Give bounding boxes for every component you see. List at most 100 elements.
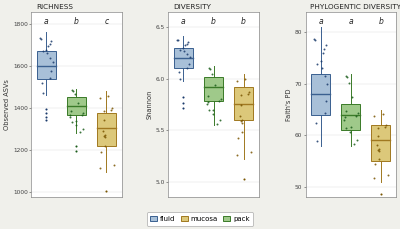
Point bbox=[354, 138, 360, 142]
Point bbox=[47, 42, 53, 45]
Point bbox=[73, 120, 80, 123]
Bar bbox=[67, 97, 86, 115]
Point bbox=[234, 79, 240, 83]
Point bbox=[239, 130, 245, 134]
Bar bbox=[371, 125, 390, 161]
Y-axis label: Faith's PD: Faith's PD bbox=[286, 88, 292, 121]
Point bbox=[238, 103, 244, 106]
Text: DIVERSITY: DIVERSITY bbox=[173, 4, 211, 10]
Point bbox=[207, 67, 213, 71]
Point bbox=[47, 56, 54, 60]
Point bbox=[102, 144, 108, 148]
Text: a: a bbox=[44, 17, 49, 27]
Point bbox=[319, 51, 326, 55]
Point bbox=[72, 123, 79, 126]
Point bbox=[342, 115, 348, 119]
Text: a: a bbox=[318, 17, 323, 27]
Point bbox=[245, 93, 251, 96]
Point bbox=[181, 49, 188, 53]
Point bbox=[48, 69, 55, 73]
Text: b: b bbox=[74, 17, 79, 27]
Point bbox=[108, 106, 115, 110]
Point bbox=[321, 47, 328, 51]
Y-axis label: Observed ASVs: Observed ASVs bbox=[4, 79, 10, 130]
Point bbox=[376, 157, 382, 161]
Point bbox=[346, 81, 352, 85]
Point bbox=[67, 115, 73, 119]
Point bbox=[312, 38, 318, 42]
Point bbox=[323, 99, 329, 103]
Point bbox=[344, 75, 350, 79]
Point bbox=[343, 126, 349, 130]
Point bbox=[105, 94, 112, 98]
Text: b: b bbox=[378, 17, 383, 27]
Point bbox=[313, 121, 319, 125]
Point bbox=[206, 109, 212, 112]
Point bbox=[380, 112, 386, 116]
Bar bbox=[174, 48, 193, 68]
Point bbox=[214, 122, 220, 126]
Point bbox=[43, 48, 50, 52]
Bar bbox=[311, 74, 330, 115]
Bar bbox=[97, 113, 116, 147]
Point bbox=[68, 109, 74, 113]
Text: PHYLOGENTIC DIVERSITY: PHYLOGENTIC DIVERSITY bbox=[310, 4, 400, 10]
Point bbox=[36, 37, 43, 40]
Point bbox=[108, 109, 114, 112]
Point bbox=[375, 134, 382, 138]
Point bbox=[246, 90, 252, 94]
Point bbox=[371, 114, 378, 118]
Text: a: a bbox=[348, 17, 353, 27]
Point bbox=[68, 120, 75, 124]
Point bbox=[375, 148, 381, 152]
Y-axis label: Shannon: Shannon bbox=[147, 90, 153, 119]
Point bbox=[238, 118, 245, 122]
Point bbox=[342, 109, 349, 112]
Point bbox=[318, 66, 325, 70]
Point bbox=[353, 114, 360, 118]
Point bbox=[317, 59, 324, 63]
Point bbox=[372, 162, 378, 165]
Point bbox=[67, 114, 74, 117]
Point bbox=[96, 166, 103, 170]
Point bbox=[184, 42, 190, 46]
Point bbox=[374, 143, 380, 147]
Point bbox=[205, 95, 212, 98]
Point bbox=[242, 77, 249, 81]
Point bbox=[204, 100, 211, 104]
Point bbox=[239, 121, 245, 124]
Point bbox=[45, 44, 52, 47]
Point bbox=[39, 91, 46, 95]
Point bbox=[234, 153, 240, 157]
Point bbox=[69, 88, 75, 92]
Point bbox=[216, 99, 222, 103]
Point bbox=[206, 67, 212, 70]
Point bbox=[347, 130, 353, 134]
Bar bbox=[37, 51, 56, 79]
Point bbox=[80, 128, 86, 131]
Text: b: b bbox=[211, 17, 216, 27]
Point bbox=[184, 67, 190, 70]
Point bbox=[349, 95, 356, 98]
Bar bbox=[204, 77, 223, 101]
Point bbox=[48, 40, 54, 43]
Point bbox=[371, 177, 377, 180]
Point bbox=[204, 103, 210, 106]
Text: c: c bbox=[104, 17, 109, 27]
Point bbox=[184, 52, 191, 56]
Point bbox=[186, 62, 192, 65]
Point bbox=[311, 38, 317, 41]
Point bbox=[217, 118, 223, 122]
Point bbox=[100, 129, 106, 132]
Point bbox=[176, 70, 182, 74]
Point bbox=[322, 74, 328, 78]
Point bbox=[80, 111, 86, 115]
Legend: fluid, mucosa, pack: fluid, mucosa, pack bbox=[147, 213, 253, 226]
Point bbox=[182, 44, 188, 47]
Point bbox=[185, 41, 192, 44]
Text: a: a bbox=[181, 17, 186, 27]
Point bbox=[343, 74, 350, 78]
Point bbox=[209, 72, 215, 76]
Point bbox=[322, 43, 329, 47]
Bar bbox=[341, 104, 360, 130]
